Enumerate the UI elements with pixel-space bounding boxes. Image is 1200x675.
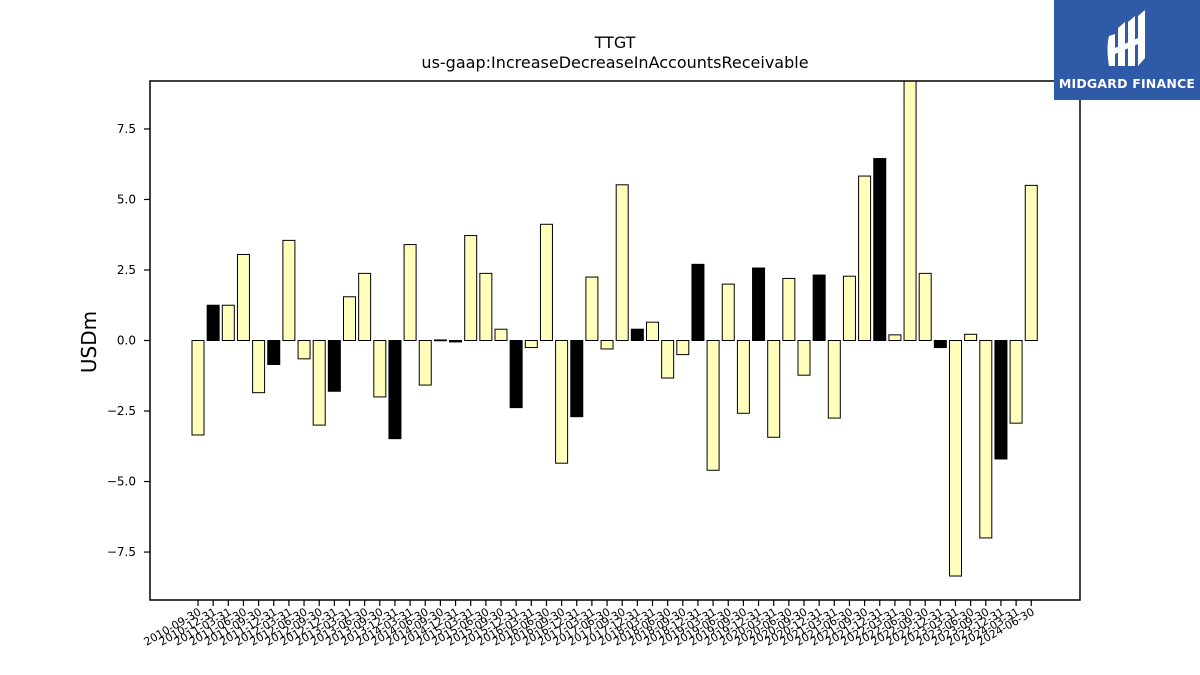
bar [888, 334, 902, 341]
bar [252, 340, 266, 394]
bar [464, 235, 478, 342]
brand-logo: MIDGARD FINANCE [1054, 0, 1200, 100]
bar [918, 272, 932, 341]
bar [752, 267, 766, 342]
midgard-logo-icon [1107, 10, 1145, 66]
bar [539, 223, 553, 341]
bar [994, 340, 1008, 460]
bar [797, 340, 811, 376]
bar [206, 304, 220, 341]
brand-name: MIDGARD FINANCE [1058, 76, 1196, 91]
bar [418, 340, 432, 386]
bar [327, 340, 341, 392]
bar [615, 184, 629, 341]
bar [600, 340, 614, 350]
bar [736, 340, 750, 414]
bar [949, 340, 962, 577]
bar [494, 328, 508, 342]
bar [858, 175, 872, 341]
bar [312, 340, 326, 426]
bar [236, 253, 250, 341]
bar [630, 328, 644, 342]
bar [509, 340, 523, 409]
bar [555, 340, 569, 464]
y-tick-label: 5.0 [117, 192, 136, 206]
bar [343, 296, 356, 341]
bar [221, 304, 235, 341]
bar [282, 239, 296, 341]
y-tick-label: 0.0 [117, 334, 136, 348]
y-tick-label: −5.0 [107, 475, 136, 489]
bars-group [191, 80, 1038, 577]
bar [721, 283, 735, 341]
y-axis-label: USDm [77, 311, 101, 373]
bar [646, 321, 659, 342]
bar [449, 340, 463, 343]
bar [479, 272, 493, 341]
bar [373, 340, 387, 398]
bar [691, 263, 705, 341]
bar [388, 340, 402, 440]
chart-subtitle: us-gaap:IncreaseDecreaseInAccountsReceiv… [421, 53, 808, 72]
bar [767, 340, 781, 438]
bar [524, 340, 538, 349]
bar [585, 276, 599, 342]
bar [979, 340, 993, 539]
bar [827, 340, 841, 419]
bar [358, 272, 372, 341]
bar [191, 340, 205, 436]
y-tick-label: −7.5 [107, 545, 136, 559]
y-tick-label: 2.5 [117, 263, 136, 277]
bar [433, 339, 447, 342]
chart-title: TTGT [594, 33, 636, 52]
x-axis-ticks: 2010-09-302010-12-312011-03-312011-06-30… [142, 600, 1037, 649]
plot-frame [149, 80, 1081, 601]
bar [403, 244, 417, 342]
bar [812, 274, 826, 341]
bar [964, 333, 978, 342]
bar [706, 340, 720, 471]
bar [676, 340, 690, 356]
y-tick-label: −2.5 [107, 404, 136, 418]
bar [903, 80, 917, 341]
y-axis-ticks: −7.5 −5.0 −2.5 0.0 2.5 5.0 7.5 [107, 122, 150, 559]
y-tick-label: 7.5 [117, 122, 136, 136]
bar [570, 340, 584, 418]
bar [842, 275, 856, 341]
bar [1024, 184, 1038, 341]
bar [297, 340, 311, 360]
bar [1009, 340, 1023, 424]
bar [933, 340, 947, 349]
bar [661, 340, 675, 379]
bar [267, 340, 281, 365]
bar [873, 158, 887, 341]
bar [782, 277, 796, 342]
